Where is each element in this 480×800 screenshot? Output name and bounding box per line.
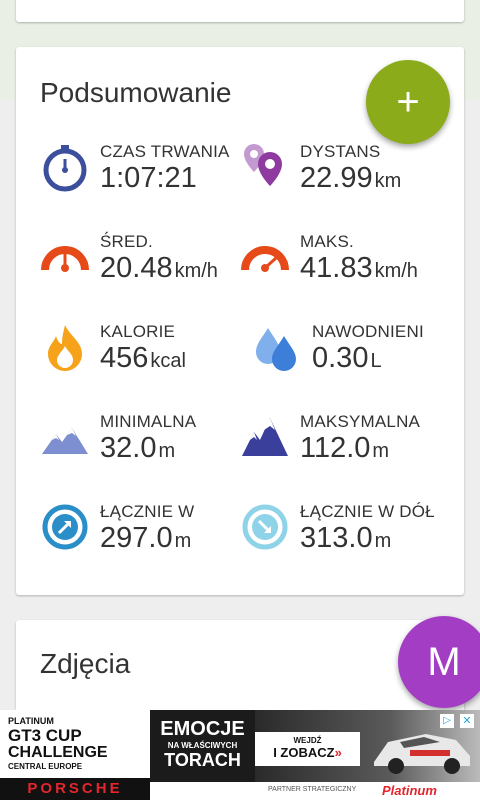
ad-banner[interactable]: PLATINUM GT3 CUP CHALLENGE CENTRAL EUROP… [0,710,480,800]
stopwatch-icon [43,145,87,192]
ad-text: EMOCJE [160,718,245,740]
stat-label: CZAS TRWANIA [100,142,230,161]
stat-unit: kcal [150,350,186,372]
stat-label: DYSTANS [300,142,381,161]
flame-icon [48,325,82,371]
stat-value: 456 [100,342,149,374]
stat-unit: L [370,350,382,372]
stat-label: ŚRED. [100,232,153,251]
stat-unit: km [374,170,402,192]
ad-partner-brand: Platinum [382,783,437,798]
ad-text: WEJDŹ [293,736,322,745]
add-button[interactable]: + [366,60,450,144]
stat-unit: km/h [374,260,418,282]
stat-unit: m [374,530,392,552]
stat-label: ŁĄCZNIE W [100,502,195,521]
stat-value: 0.30 [312,342,369,374]
stat-label: MAKS. [300,232,354,251]
ad-text: CENTRAL EUROPE [8,762,83,771]
mountain-high-icon [242,418,288,456]
chevron-right-icon: » [334,745,342,760]
stat-value: 112.0 [300,432,371,464]
ad-text: I ZOBACZ [273,745,335,760]
stat-max-elevation: MAKSYMALNA 112.0 m [240,412,440,472]
summary-title: Podsumowanie [40,77,232,108]
stat-min-elevation: MINIMALNA 32.0 m [40,412,240,472]
stat-unit: m [158,440,176,462]
stat-unit: km/h [174,260,218,282]
speedometer-max-icon [241,246,289,272]
ascent-arrow-icon [42,504,88,550]
ad-image: WEJDŹ I ZOBACZ» ▷ ✕ [255,710,480,782]
stat-unit: m [174,530,192,552]
ad-text: GT3 CUP [8,726,82,745]
race-car-image [374,734,470,774]
stat-hydration: NAWODNIENI 0.30 L [252,322,452,382]
ad-headline: EMOCJE NA WŁAŚCIWYCH TORACH [150,710,255,782]
ad-text: NA WŁAŚCIWYCH [167,741,238,750]
descent-arrow-icon [242,504,288,550]
stat-label: NAWODNIENI [312,322,424,341]
ad-text: CHALLENGE [8,744,108,761]
ad-text: PARTNER STRATEGICZNY [268,786,357,793]
adchoices-icon[interactable]: ▷ [440,714,454,728]
speedometer-avg-icon [41,246,89,272]
water-drops-icon [256,328,296,371]
stat-value: 32.0 [100,432,157,464]
stat-duration: CZAS TRWANIA 1:07:21 [40,142,240,202]
stat-label: ŁĄCZNIE W DÓŁ [300,502,435,521]
stat-average-speed: ŚRED. 20.48 km/h [40,232,240,292]
stat-value: 20.48 [100,252,173,284]
stat-value: 41.83 [300,252,373,284]
mountain-low-icon [42,428,88,454]
stat-unit: m [372,440,390,462]
stat-label: MAKSYMALNA [300,412,421,431]
stat-total-descent: ŁĄCZNIE W DÓŁ 313.0 m [240,502,440,562]
stat-label: KALORIE [100,322,176,341]
ad-cta-button[interactable]: WEJDŹ I ZOBACZ» [255,732,360,766]
stat-label: MINIMALNA [100,412,197,431]
ad-brand: PORSCHE [0,778,150,800]
stat-calories: KALORIE 456 kcal [40,322,240,382]
stat-max-speed: MAKS. 41.83 km/h [240,232,440,292]
stat-value: 1:07:21 [100,162,197,194]
stat-value: 297.0 [100,522,173,554]
user-avatar-button[interactable]: M [398,616,480,708]
stat-value: 22.99 [300,162,373,194]
photos-title: Zdjęcia [40,648,131,679]
ad-logo-block: PLATINUM GT3 CUP CHALLENGE CENTRAL EUROP… [0,710,150,800]
close-icon[interactable]: ✕ [460,714,474,728]
map-pins-icon [244,144,282,186]
stat-value: 313.0 [300,522,373,554]
ad-footer: PARTNER STRATEGICZNY Platinum [150,782,480,800]
ad-text: TORACH [164,750,241,770]
stat-total-ascent: ŁĄCZNIE W 297.0 m [40,502,240,562]
ad-text: PLATINUM [8,716,54,726]
stat-distance: DYSTANS 22.99 km [240,142,440,202]
map-card [16,0,464,22]
